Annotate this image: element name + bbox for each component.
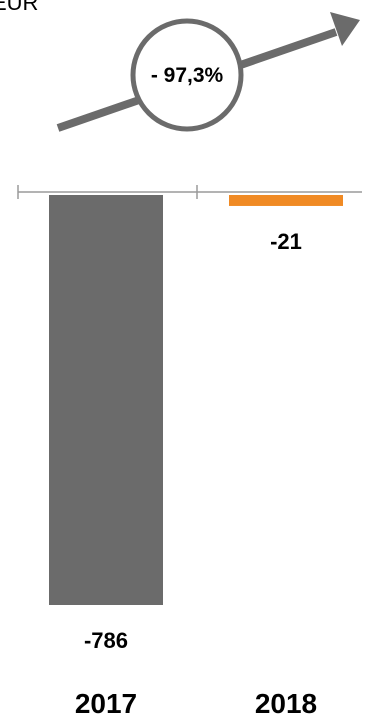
bar-2018 [229,195,343,206]
change-badge: - 97,3% [130,18,244,132]
unit-label: EUR [0,0,38,15]
data-label-2017: -786 [84,628,128,653]
category-label-2018: 2018 [255,688,317,719]
category-label-2017: 2017 [75,688,137,719]
change-badge-text: - 97,3% [151,64,224,87]
bar-2017 [49,195,163,605]
x-axis [17,185,362,199]
data-label-2018: -21 [270,229,302,254]
